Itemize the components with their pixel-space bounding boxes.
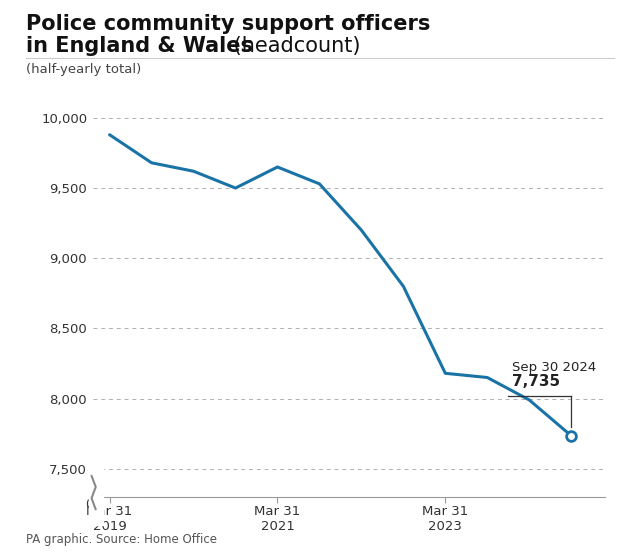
Text: 0: 0 [85,498,93,511]
Text: in England & Wales: in England & Wales [26,36,253,56]
Text: PA graphic. Source: Home Office: PA graphic. Source: Home Office [26,533,216,546]
Text: Police community support officers: Police community support officers [26,14,430,34]
Text: Sep 30 2024: Sep 30 2024 [513,361,596,374]
Bar [88,440,103,525]
Text: (half-yearly total): (half-yearly total) [26,63,141,77]
Text: 7,735: 7,735 [513,374,561,389]
Text: (headcount): (headcount) [227,36,361,56]
